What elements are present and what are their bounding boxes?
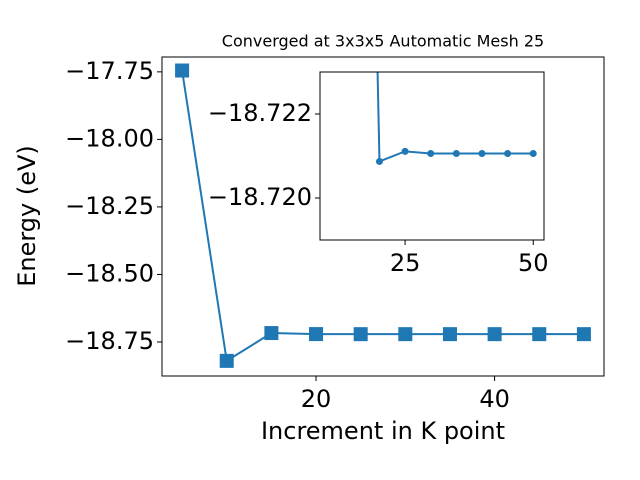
y-tick-label: −18.00 bbox=[65, 124, 154, 152]
marker bbox=[576, 327, 591, 342]
marker bbox=[487, 327, 502, 342]
axes-frame bbox=[319, 71, 545, 241]
marker bbox=[532, 327, 547, 342]
y-tick-label: −17.75 bbox=[65, 57, 154, 85]
marker bbox=[398, 327, 413, 342]
y-axis-label: Energy (eV) bbox=[13, 145, 41, 287]
chart-title: Converged at 3x3x5 Automatic Mesh 25 bbox=[222, 32, 544, 51]
marker bbox=[504, 149, 512, 157]
x-axis-label: Increment in K point bbox=[261, 417, 505, 445]
marker bbox=[442, 327, 457, 342]
marker bbox=[353, 327, 368, 342]
marker bbox=[427, 149, 435, 157]
plot-content bbox=[375, 72, 537, 165]
y-tick-label: −18.25 bbox=[65, 192, 154, 220]
y-tick-label: −18.722 bbox=[208, 99, 312, 127]
x-tick-label: 25 bbox=[390, 249, 421, 277]
series-line bbox=[376, 72, 534, 163]
marker bbox=[264, 326, 279, 341]
series-line bbox=[181, 70, 584, 363]
marker bbox=[478, 149, 486, 157]
marker bbox=[529, 149, 537, 157]
marker bbox=[375, 157, 383, 165]
marker bbox=[309, 327, 324, 342]
x-tick-label: 40 bbox=[479, 385, 510, 413]
y-tick-label: −18.720 bbox=[208, 183, 312, 211]
y-tick-label: −18.50 bbox=[65, 259, 154, 287]
y-tick-label: −18.75 bbox=[65, 327, 154, 355]
marker bbox=[175, 63, 190, 78]
x-tick-label: 50 bbox=[518, 249, 549, 277]
marker bbox=[401, 147, 409, 155]
x-tick-label: 20 bbox=[301, 385, 332, 413]
axes-frame bbox=[161, 56, 605, 377]
marker bbox=[219, 353, 234, 368]
marker bbox=[452, 149, 460, 157]
plot-content bbox=[175, 63, 591, 368]
